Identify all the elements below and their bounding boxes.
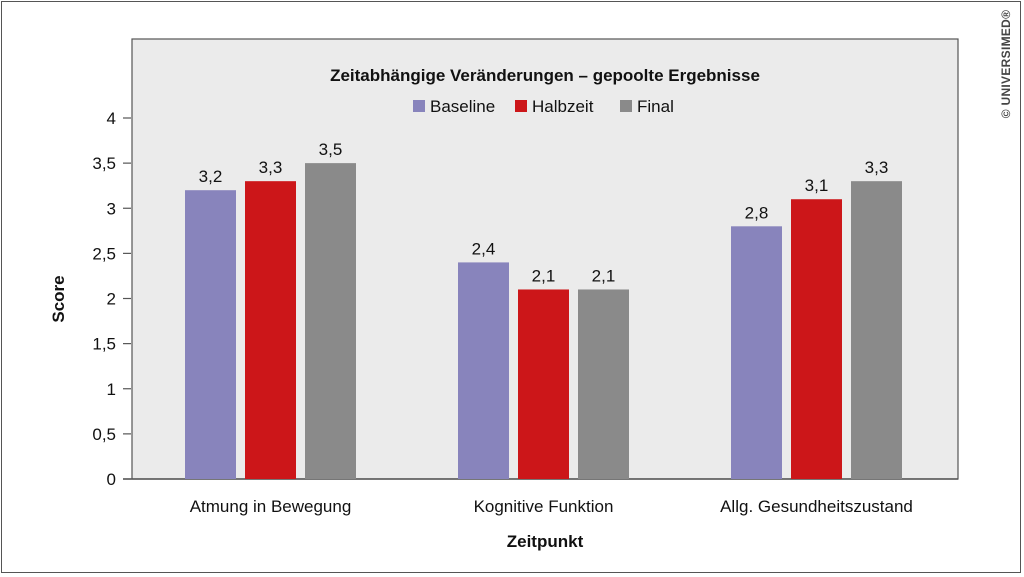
y-tick-label: 0 [107, 470, 116, 489]
legend-swatch-final [620, 100, 632, 112]
legend-swatch-halbzeit [515, 100, 527, 112]
y-tick-label: 0,5 [92, 425, 116, 444]
legend-label: Baseline [430, 97, 495, 116]
x-tick-label: Kognitive Funktion [474, 497, 614, 516]
y-tick-label: 4 [107, 109, 116, 128]
y-tick-label: 2,5 [92, 244, 116, 263]
bar-halbzeit [518, 289, 569, 479]
x-tick-label: Atmung in Bewegung [190, 497, 352, 516]
data-label: 3,3 [259, 158, 283, 177]
y-tick-label: 1,5 [92, 335, 116, 354]
y-axis-title: Score [49, 275, 68, 322]
bar-baseline [185, 190, 236, 479]
data-label: 2,1 [532, 266, 556, 285]
bar-final [851, 181, 902, 480]
legend-label: Final [637, 97, 674, 116]
chart-title: Zeitabhängige Veränderungen – gepoolte E… [330, 66, 760, 85]
bar-halbzeit [791, 199, 842, 479]
legend-swatch-baseline [413, 100, 425, 112]
bar-halbzeit [245, 181, 296, 480]
data-label: 3,2 [199, 167, 223, 186]
data-label: 3,1 [805, 176, 829, 195]
x-tick-label: Allg. Gesundheitszustand [720, 497, 913, 516]
y-tick-label: 1 [107, 380, 116, 399]
data-label: 3,5 [319, 140, 343, 159]
data-label: 2,1 [592, 266, 616, 285]
bar-final [305, 163, 356, 479]
y-tick-label: 3,5 [92, 154, 116, 173]
bar-final [578, 289, 629, 479]
y-tick-label: 3 [107, 199, 116, 218]
copyright-text: © UNIVERSIMED® [999, 9, 1013, 119]
data-label: 2,4 [472, 239, 496, 258]
data-label: 3,3 [865, 158, 889, 177]
legend-label: Halbzeit [532, 97, 594, 116]
y-tick-label: 2 [107, 290, 116, 309]
data-label: 2,8 [745, 203, 769, 222]
bar-baseline [458, 262, 509, 479]
bar-baseline [731, 226, 782, 479]
x-axis-title: Zeitpunkt [507, 532, 584, 551]
